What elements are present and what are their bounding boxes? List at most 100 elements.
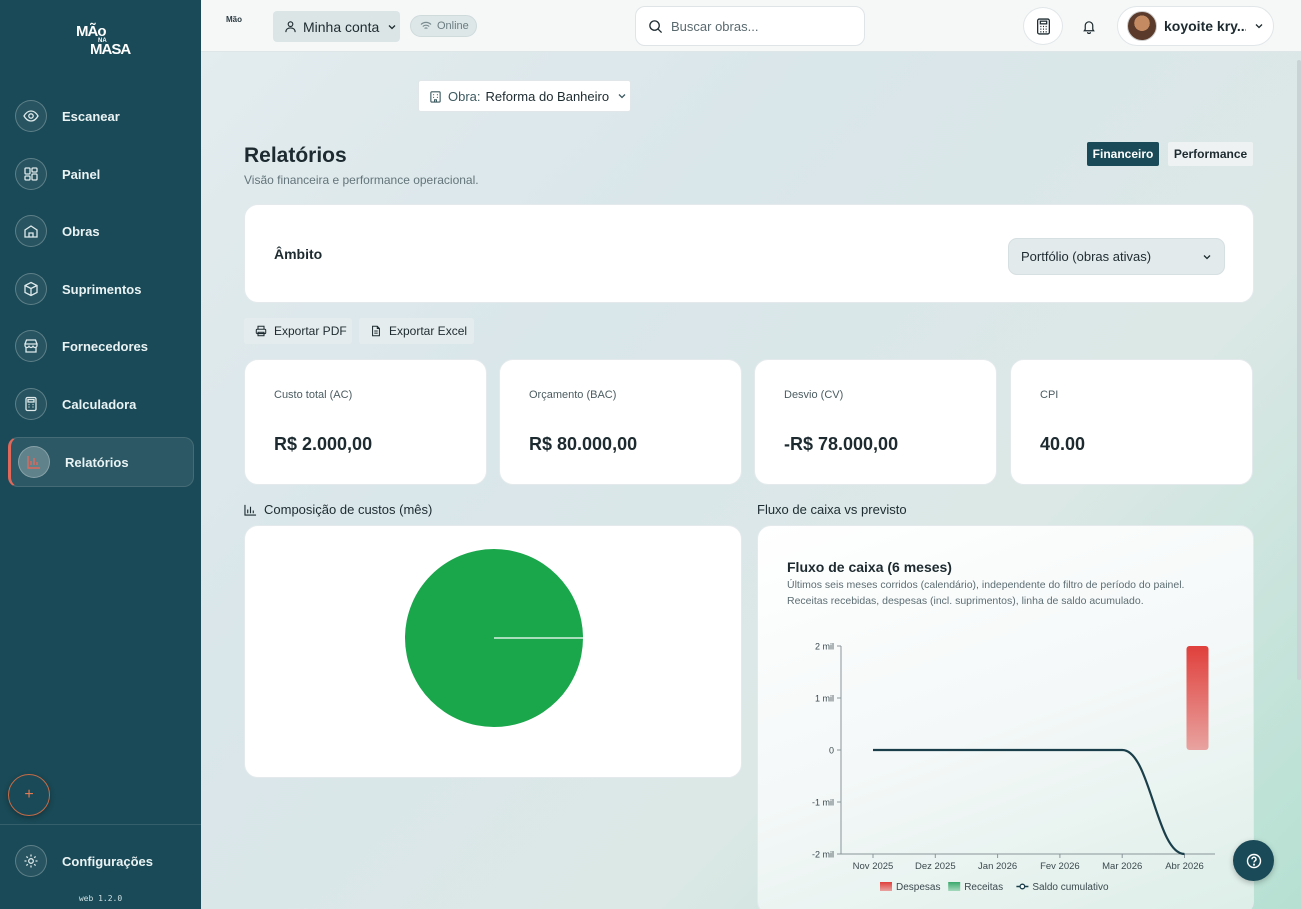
kpi-label: Desvio (CV) [784, 389, 844, 401]
chevron-down-icon [618, 94, 626, 99]
online-status-badge: Online [410, 15, 477, 37]
sidebar-item-label: Relatórios [65, 454, 129, 470]
kpi-value: R$ 2.000,00 [274, 434, 373, 454]
legend-label[interactable]: Despesas [896, 882, 940, 893]
cashflow-card: Fluxo de caixa (6 meses) Últimos seis me… [757, 525, 1254, 909]
bar-chart-icon [18, 446, 50, 478]
eye-icon [15, 100, 47, 132]
sidebar-item-label: Suprimentos [62, 281, 142, 297]
building-icon [430, 90, 441, 103]
sidebar-item-fornecedores[interactable]: Fornecedores [8, 321, 194, 371]
saldo-cumulativo-line[interactable] [873, 748, 1185, 856]
calculator-button[interactable] [1023, 7, 1063, 45]
kpi-card-cpi: CPI 40.00 [1010, 359, 1253, 485]
scope-select[interactable]: Portfólio (obras ativas) [1008, 238, 1225, 275]
x-tick-label: Dez 2025 [915, 861, 956, 872]
legend-swatch [880, 882, 892, 891]
sidebar-item-relatorios[interactable]: Relatórios [8, 437, 194, 487]
chevron-down-icon [1255, 24, 1263, 29]
spreadsheet-icon [372, 325, 380, 337]
tab-performance[interactable]: Performance [1168, 142, 1253, 166]
house-icon [15, 215, 47, 247]
sidebar-item-obras[interactable]: Obras [8, 206, 194, 256]
sidebar-item-label: Escanear [62, 108, 120, 124]
sidebar-item-calculadora[interactable]: Calculadora [8, 379, 194, 429]
avatar [1127, 11, 1157, 41]
mini-logo: Mão [226, 15, 242, 24]
topbar: Mão Minha conta Online koyoite kry... [201, 0, 1301, 52]
calculator-icon [1036, 17, 1050, 35]
box-icon [15, 273, 47, 305]
cashflow-chart-description: Últimos seis meses corridos (calendário)… [787, 579, 1185, 607]
page-title: Relatórios [244, 144, 347, 167]
sidebar-item-painel[interactable]: Painel [8, 149, 194, 199]
app-logo[interactable]: MÃo NA MASA [76, 23, 131, 58]
x-tick-label: Nov 2025 [853, 861, 894, 872]
despesas-bar[interactable] [1186, 646, 1209, 750]
cost-composition-card [244, 525, 742, 778]
kpi-label: Custo total (AC) [274, 389, 353, 401]
export-excel-button[interactable]: Exportar Excel [359, 318, 474, 344]
user-menu-button[interactable]: koyoite kry... [1117, 6, 1274, 46]
scope-label: Âmbito [274, 246, 323, 262]
legend-swatch [948, 882, 961, 891]
kpi-label: CPI [1040, 389, 1059, 401]
cashflow-chart-title: Fluxo de caixa (6 meses) [787, 559, 952, 575]
add-button[interactable]: + [8, 774, 50, 816]
kpi-value: 40.00 [1040, 434, 1086, 454]
search-icon [649, 19, 663, 33]
printer-icon [255, 325, 267, 337]
kpi-card-desvio: Desvio (CV) -R$ 78.000,00 [754, 359, 997, 485]
cashflow-section-title: Fluxo de caixa vs previsto [757, 502, 907, 517]
version-label: web 1.2.0 [78, 894, 123, 903]
obra-key: Obra: [448, 88, 481, 104]
scrollbar[interactable] [1297, 60, 1301, 680]
calculator-icon [15, 388, 47, 420]
y-tick-label: -2 mil [812, 850, 834, 860]
sidebar-item-label: Obras [62, 223, 100, 239]
composition-section-title: Composição de custos (mês) [244, 502, 432, 517]
sidebar-item-escanear[interactable]: Escanear [8, 91, 194, 141]
user-name: koyoite kry... [1164, 18, 1246, 34]
y-tick-label: 0 [829, 746, 834, 756]
y-tick-label: 1 mil [815, 694, 834, 704]
export-pdf-button[interactable]: Exportar PDF [244, 318, 352, 344]
tab-financeiro[interactable]: Financeiro [1087, 142, 1159, 166]
search-bar [635, 6, 865, 46]
kpi-card-custo-total: Custo total (AC) R$ 2.000,00 [244, 359, 487, 485]
wifi-icon [420, 21, 432, 29]
sidebar: MÃo NA MASA Escanear Painel Obras Suprim… [0, 0, 201, 909]
sidebar-item-label: Configurações [62, 853, 154, 869]
search-input[interactable] [671, 18, 851, 34]
cost-composition-pie-chart [405, 549, 583, 727]
sidebar-item-label: Painel [62, 166, 101, 182]
help-icon [1246, 853, 1261, 868]
x-tick-label: Abr 2026 [1165, 861, 1204, 872]
chevron-down-icon [388, 24, 396, 29]
kpi-value: -R$ 78.000,00 [784, 434, 899, 454]
y-tick-label: -1 mil [812, 798, 834, 808]
kpi-label: Orçamento (BAC) [529, 389, 617, 401]
legend-label[interactable]: Saldo cumulativo [1032, 882, 1109, 893]
sidebar-item-suprimentos[interactable]: Suprimentos [8, 264, 194, 314]
user-icon [285, 21, 296, 33]
cashflow-chart: 2 mil 1 mil 0 -1 mil -2 mil Nov 2025 Dez 2025 J… [812, 642, 1215, 893]
bell-icon [1083, 20, 1095, 34]
sidebar-item-configuracoes[interactable]: Configurações [8, 836, 194, 886]
obra-select[interactable]: Obra: Reforma do Banheiro [418, 80, 631, 112]
sidebar-item-label: Fornecedores [62, 338, 148, 354]
grid-icon [15, 158, 47, 190]
obra-value: Reforma do Banheiro [485, 88, 610, 104]
chevron-down-icon [1203, 255, 1211, 260]
kpi-card-orcamento: Orçamento (BAC) R$ 80.000,00 [499, 359, 742, 485]
help-button[interactable] [1233, 840, 1274, 881]
sidebar-item-label: Calculadora [62, 396, 137, 412]
account-button[interactable]: Minha conta [273, 11, 400, 42]
notifications-button[interactable] [1077, 14, 1101, 38]
scope-card: Âmbito Portfólio (obras ativas) [244, 204, 1254, 303]
x-tick-label: Fev 2026 [1040, 861, 1080, 872]
x-tick-label: Mar 2026 [1102, 861, 1142, 872]
bar-chart-icon [244, 504, 257, 516]
kpi-value: R$ 80.000,00 [529, 434, 638, 454]
legend-label[interactable]: Receitas [964, 882, 1003, 893]
